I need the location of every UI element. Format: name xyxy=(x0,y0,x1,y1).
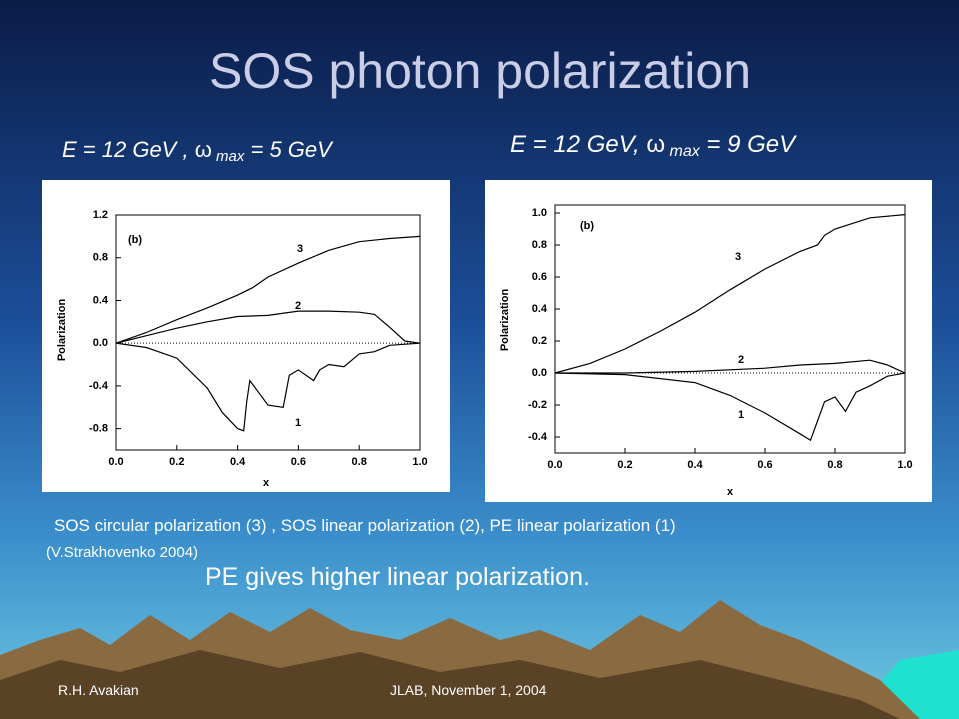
citation: (V.Strakhovenko 2004) xyxy=(46,544,198,561)
y-tick-label: 0.4 xyxy=(93,294,109,306)
footer-date: JLAB, November 1, 2004 xyxy=(390,682,547,698)
panel-label: (b) xyxy=(580,220,594,232)
plot-frame xyxy=(115,214,421,451)
x-tick-label: 1.0 xyxy=(412,456,427,468)
y-tick-label: -0.4 xyxy=(89,380,109,392)
y-tick-label: 1.0 xyxy=(532,207,547,219)
y-tick-label: 1.2 xyxy=(93,209,108,221)
series-label: 1 xyxy=(295,417,301,429)
y-tick-label: 0.8 xyxy=(93,252,108,264)
x-tick-label: 0.8 xyxy=(827,459,842,471)
series-label: 3 xyxy=(735,251,741,263)
y-tick-label: -0.2 xyxy=(528,399,547,411)
series-line xyxy=(115,310,421,344)
x-tick-label: 0.2 xyxy=(617,459,632,471)
y-axis-title: Polarization xyxy=(56,299,68,362)
x-tick-label: 0.6 xyxy=(291,456,306,468)
series-line xyxy=(554,214,906,374)
heading: E = 12 GeV, ω max = 9 GeV xyxy=(510,131,797,160)
x-tick-label: 0.4 xyxy=(230,456,246,468)
panel-label: (b) xyxy=(128,234,142,246)
x-tick-label: 0.0 xyxy=(108,456,123,468)
x-tick-label: 0.8 xyxy=(352,456,367,468)
y-tick-label: 0.8 xyxy=(532,239,547,251)
conclusion: PE gives higher linear polarization. xyxy=(205,563,590,591)
series-label: 2 xyxy=(738,354,744,366)
heading-text: = 9 GeV xyxy=(700,131,797,158)
heading-text: = 5 GeV xyxy=(244,137,334,162)
series-label: 2 xyxy=(295,300,301,312)
slide-title: SOS photon polarization xyxy=(209,43,751,99)
x-axis-title: x xyxy=(263,477,270,489)
heading-symbol: ω xyxy=(646,131,665,158)
x-tick-label: 1.0 xyxy=(897,459,912,471)
plot-frame xyxy=(554,204,906,454)
series-line xyxy=(115,235,421,344)
y-tick-label: 0.0 xyxy=(532,367,547,379)
series-line xyxy=(115,342,421,432)
x-axis-title: x xyxy=(727,486,734,498)
heading-sub: max xyxy=(665,143,701,160)
chart-panel xyxy=(42,180,450,492)
heading-sub: max xyxy=(212,148,245,165)
heading-symbol: ω xyxy=(195,137,212,162)
heading: E = 12 GeV , ω max = 5 GeV xyxy=(62,137,334,165)
y-tick-label: 0.6 xyxy=(532,271,547,283)
heading-text: E = 12 GeV , xyxy=(62,137,195,162)
chart-panel xyxy=(485,180,932,502)
caption: SOS circular polarization (3) , SOS line… xyxy=(54,516,676,535)
y-tick-label: -0.8 xyxy=(89,423,108,435)
y-axis-title: Polarization xyxy=(499,289,511,352)
series-line xyxy=(554,372,906,442)
x-tick-label: 0.4 xyxy=(687,459,703,471)
y-tick-label: -0.4 xyxy=(528,431,548,443)
footer-author: R.H. Avakian xyxy=(58,682,139,698)
mountains-shade xyxy=(0,650,900,719)
series-label: 3 xyxy=(297,243,303,255)
y-tick-label: 0.0 xyxy=(93,337,108,349)
series-label: 1 xyxy=(738,409,744,421)
x-tick-label: 0.0 xyxy=(547,459,562,471)
y-tick-label: 0.4 xyxy=(532,303,548,315)
x-tick-label: 0.2 xyxy=(169,456,184,468)
x-tick-label: 0.6 xyxy=(757,459,772,471)
heading-text: E = 12 GeV, xyxy=(510,131,646,158)
series-line xyxy=(555,359,906,374)
y-tick-label: 0.2 xyxy=(532,335,547,347)
